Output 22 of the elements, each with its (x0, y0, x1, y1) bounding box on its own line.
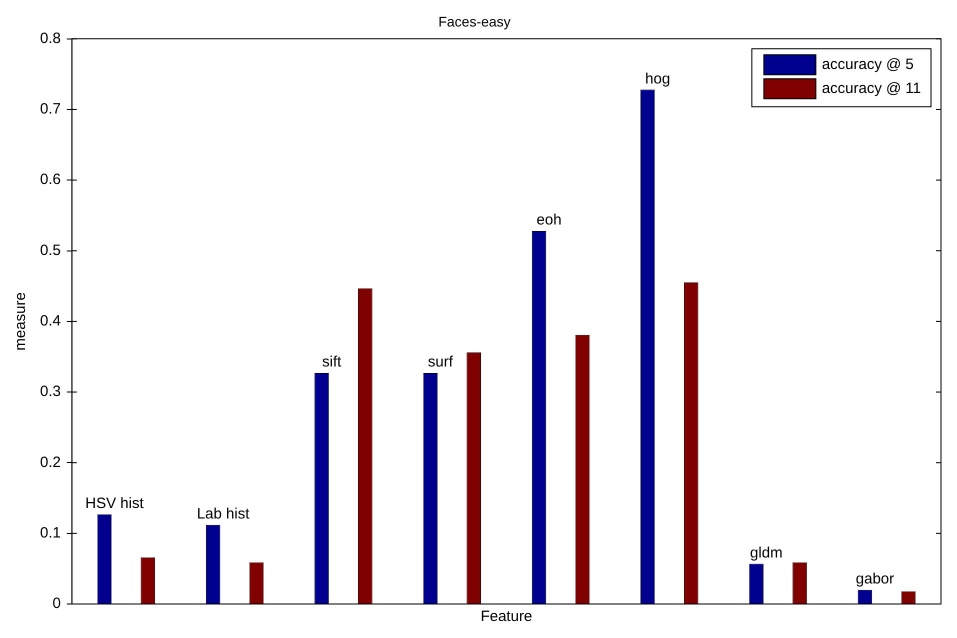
legend-label: accuracy @ 5 (822, 56, 914, 73)
y-tick-label: 0 (52, 595, 61, 612)
x-tick-label: HSV hist (85, 494, 144, 512)
y-tick-label: 0.4 (40, 312, 61, 330)
legend-label: accuracy @ 11 (822, 80, 921, 97)
x-tick-label: eoh (536, 212, 562, 229)
x-tick-label: Lab hist (196, 506, 250, 523)
y-tick-label: 0.6 (40, 171, 61, 188)
x-tick-label: hog (645, 70, 670, 88)
x-tick-label: surf (428, 354, 454, 371)
y-tick-label: 0.7 (40, 100, 61, 118)
y-tick-label: 0.1 (40, 524, 61, 542)
y-tick-label: 0.3 (40, 383, 61, 400)
x-axis-title: Feature (480, 608, 532, 626)
y-tick-label: 0.8 (40, 30, 61, 47)
x-tick-label: gldm (750, 544, 783, 562)
y-tick-label: 0.2 (40, 454, 61, 471)
y-axis-title: measure (12, 292, 30, 351)
x-tick-label: sift (322, 354, 342, 371)
y-tick-label: 0.5 (40, 242, 61, 259)
chart-title: Faces-easy (438, 13, 511, 30)
x-tick-label: gabor (856, 570, 894, 588)
